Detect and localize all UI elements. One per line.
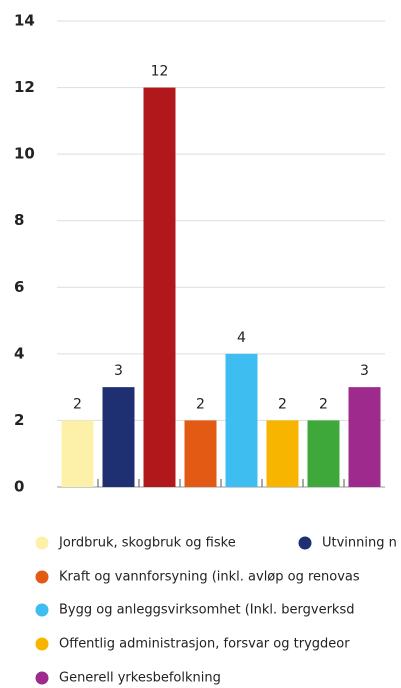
bar: [184, 420, 217, 487]
y-tick-label: 2: [14, 411, 24, 429]
bar: [225, 353, 258, 487]
y-tick-label: 4: [14, 344, 24, 362]
bar: [348, 387, 381, 487]
value-label: 2: [278, 396, 287, 412]
bar: [307, 420, 340, 487]
value-label: 2: [73, 396, 82, 412]
legend-swatch: [35, 603, 49, 617]
bar: [61, 420, 94, 487]
y-tick-label: 12: [14, 78, 35, 96]
legend-swatch: [35, 637, 49, 651]
bar: [143, 87, 176, 488]
value-label: 3: [360, 363, 369, 379]
legend-label: Offentlig administrasjon, forsvar og try…: [59, 637, 350, 652]
value-label: 2: [319, 396, 328, 412]
legend-label: Jordbruk, skogbruk og fiske: [58, 536, 236, 551]
legend-label: Generell yrkesbefolkning: [59, 671, 221, 686]
legend-label: Kraft og vannforsyning (inkl. avløp og r…: [59, 570, 360, 585]
bar: [102, 387, 135, 487]
legend-swatch: [35, 671, 49, 685]
y-tick-label: 6: [14, 278, 24, 296]
y-tick-label: 8: [14, 211, 24, 229]
value-label: 3: [114, 363, 123, 379]
legend-label: Utvinning n: [322, 536, 397, 551]
legend-swatch: [298, 536, 312, 550]
legend-swatch: [35, 570, 49, 584]
y-tick-label: 14: [14, 12, 35, 30]
value-label: 12: [151, 64, 169, 80]
legend-label: Bygg og anleggsvirksomhet (Inkl. bergver…: [59, 603, 354, 618]
y-tick-label: 0: [14, 478, 24, 496]
y-tick-label: 10: [14, 145, 35, 163]
value-label: 2: [196, 396, 205, 412]
legend-swatch: [35, 536, 49, 550]
value-label: 4: [237, 330, 246, 346]
bar: [266, 420, 299, 487]
